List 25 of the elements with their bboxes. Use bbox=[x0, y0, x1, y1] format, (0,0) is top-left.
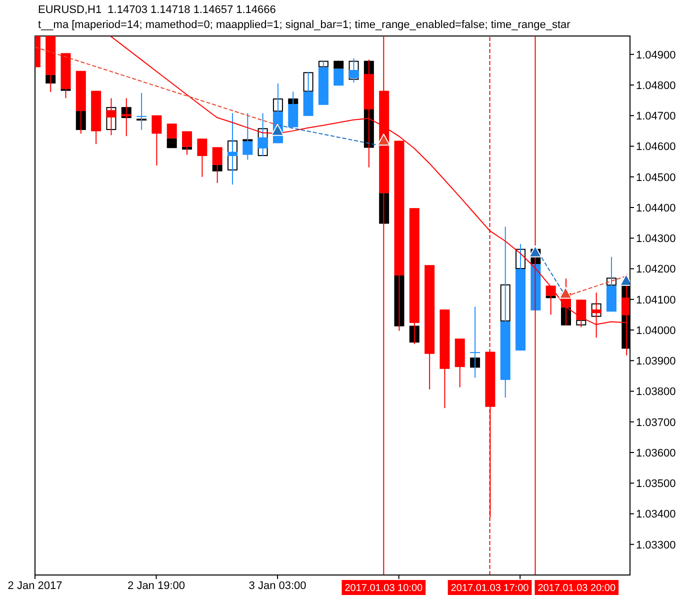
y-tick-label: 1.04100 bbox=[636, 294, 676, 306]
chart-title: EURUSD,H1 1.14703 1.14718 1.14657 1.14666 bbox=[38, 4, 276, 16]
y-tick-label: 1.04000 bbox=[636, 324, 676, 337]
y-tick-label: 1.04700 bbox=[636, 110, 676, 123]
y-tick-label: 1.03400 bbox=[636, 508, 676, 521]
ref-line-label: 2017.01.03 17:00 bbox=[450, 583, 530, 594]
y-tick-label: 1.04600 bbox=[636, 141, 676, 154]
y-tick-label: 1.03300 bbox=[636, 539, 676, 552]
chart-subtitle: t__ma [maperiod=14; mamethod=0; maapplied=1; signal_bar=1; time_range_enabled=false; time_range_star bbox=[38, 19, 570, 31]
y-tick-label: 1.04200 bbox=[636, 264, 676, 276]
ref-line-label: 2017.01.03 10:00 bbox=[344, 583, 424, 594]
y-tick-label: 1.03800 bbox=[636, 386, 676, 398]
ref-line-label: 2017.01.03 20:00 bbox=[538, 583, 616, 594]
y-tick-label: 1.04500 bbox=[636, 172, 676, 184]
x-tick-label: 2 Jan 2017 bbox=[8, 580, 62, 592]
x-tick-label: 2 Jan 19:00 bbox=[128, 580, 186, 592]
y-tick-label: 1.04300 bbox=[636, 233, 676, 246]
y-tick-label: 1.04900 bbox=[636, 49, 676, 62]
y-tick-label: 1.04400 bbox=[636, 202, 676, 214]
y-tick-label: 1.04800 bbox=[636, 80, 676, 92]
y-tick-label: 1.03500 bbox=[636, 478, 676, 490]
x-tick-label: 3 Jan 03:00 bbox=[248, 580, 306, 592]
y-tick-label: 1.03700 bbox=[636, 416, 676, 429]
y-tick-label: 1.03600 bbox=[636, 447, 676, 460]
y-tick-label: 1.03900 bbox=[636, 356, 676, 368]
